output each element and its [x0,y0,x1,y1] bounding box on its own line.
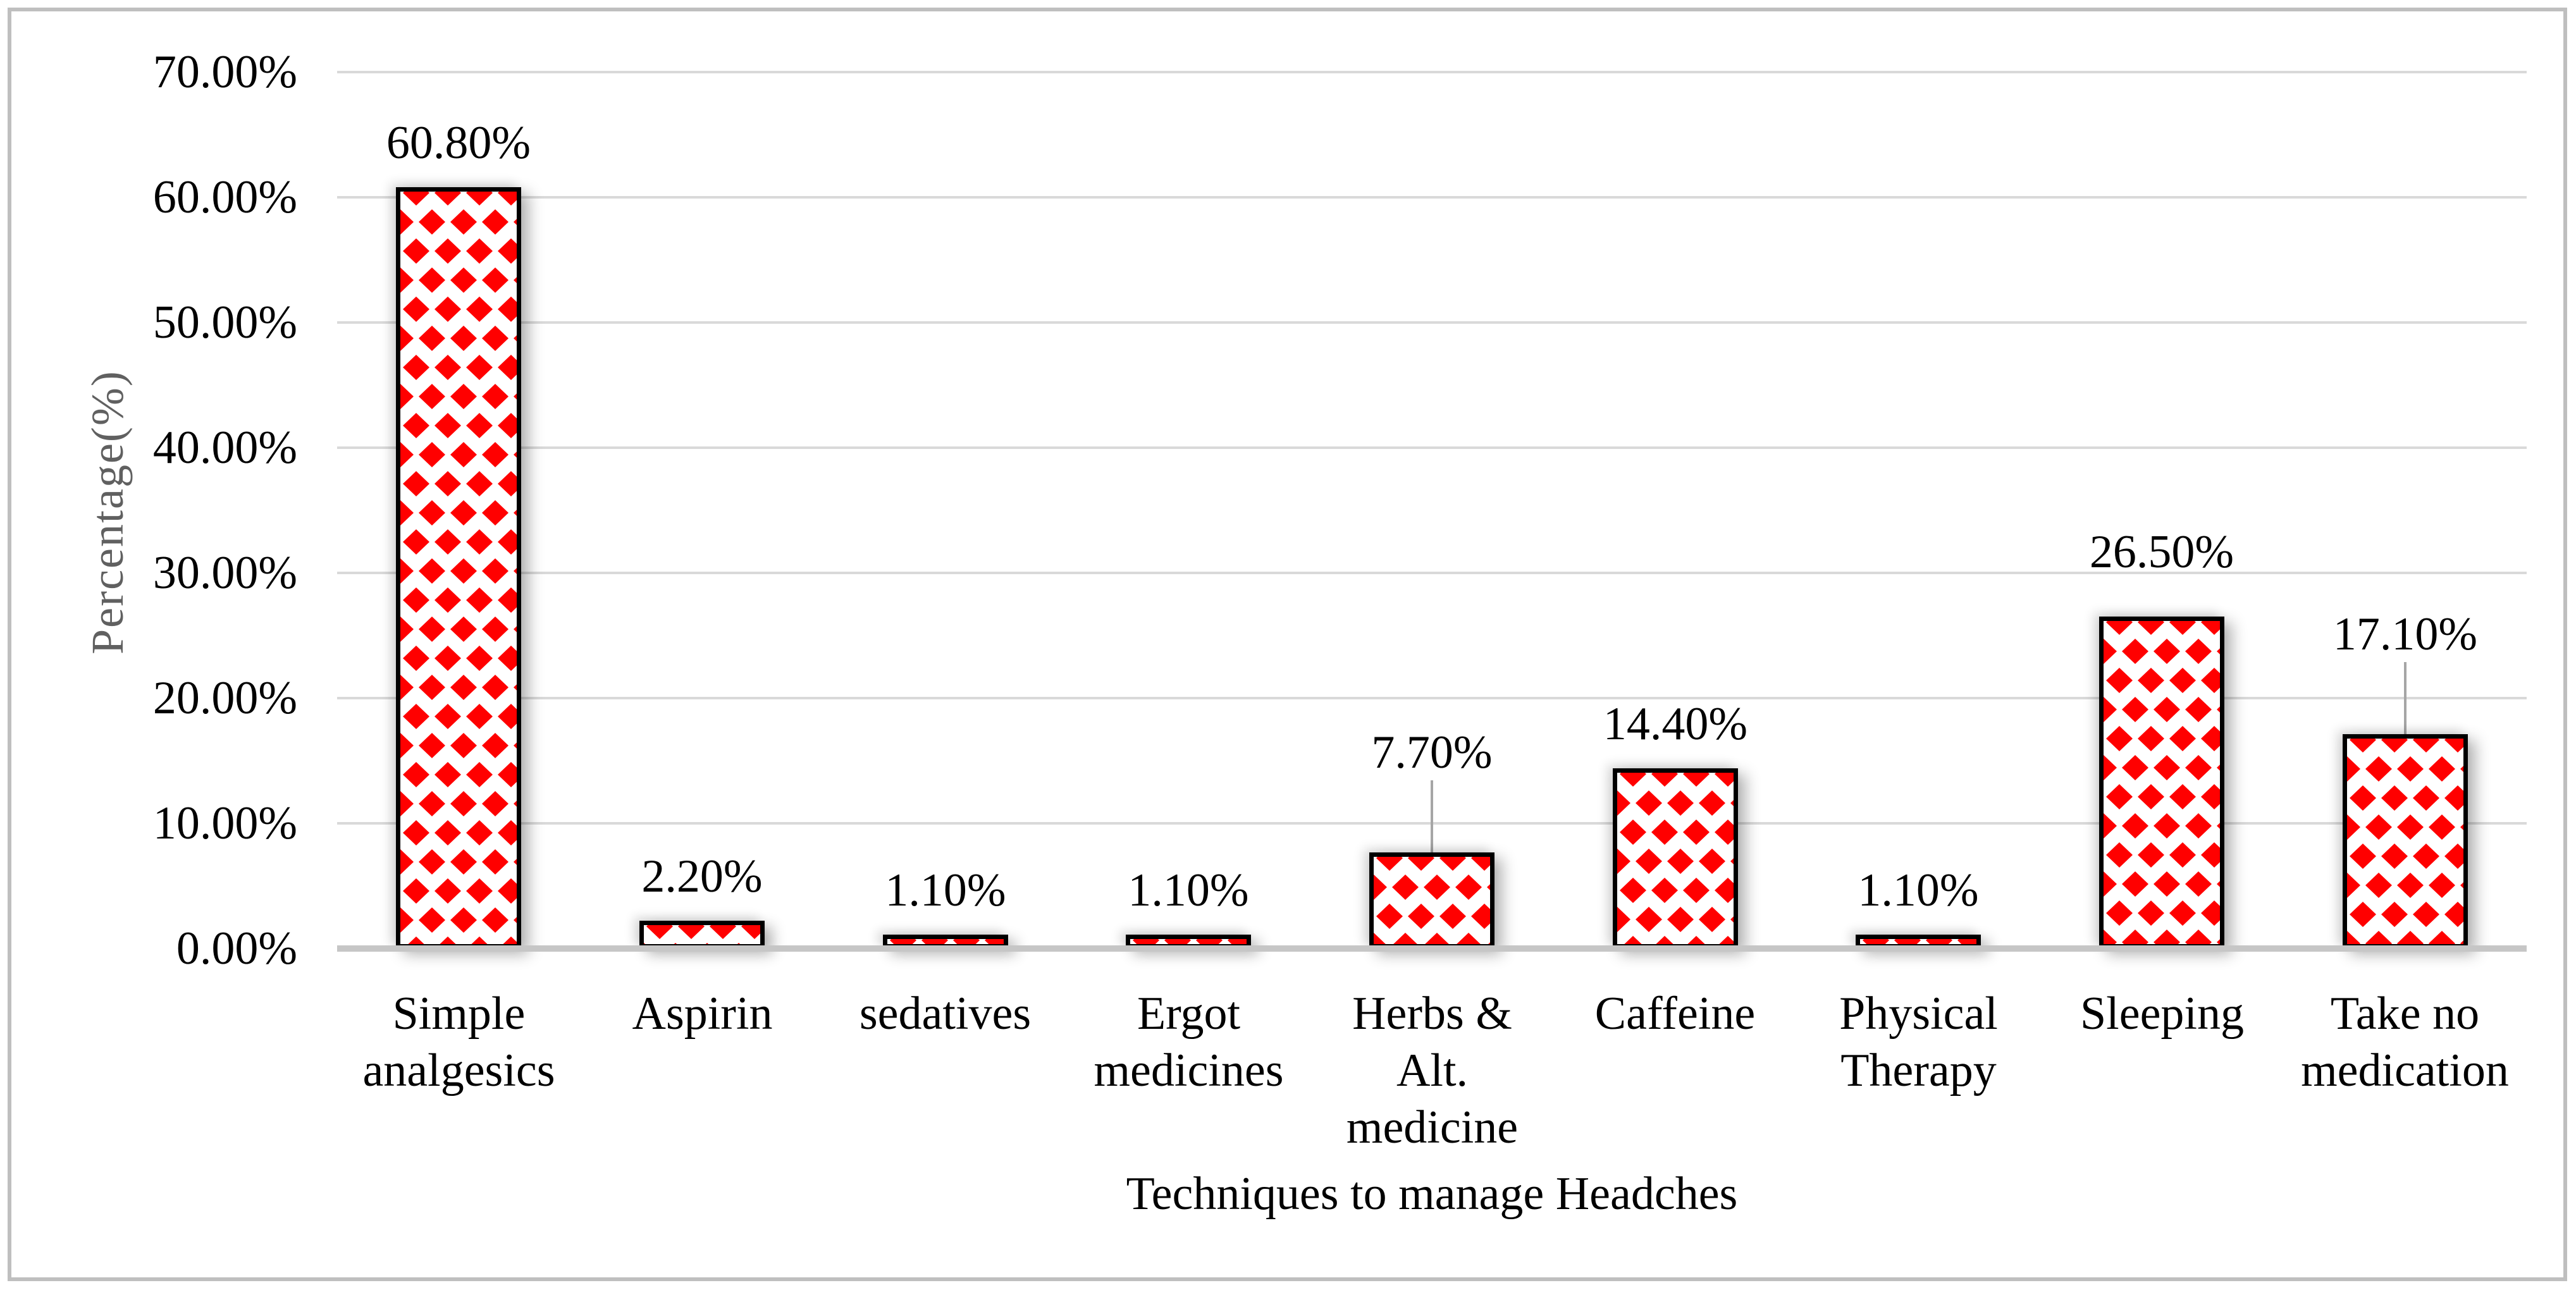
category-label-line: Alt. [1396,1045,1469,1096]
bar [396,187,521,949]
category-label-line: Caffeine [1594,988,1756,1040]
category-label-line: Sleeping [2080,988,2244,1040]
y-tick-label: 40.00% [152,422,297,474]
label-leader-line [1431,780,1433,852]
category-label: sedatives [823,985,1067,1042]
bar [1613,768,1738,949]
label-leader-line [2404,662,2407,734]
category-label-line: Therapy [1840,1045,1997,1096]
category-label: Simple analgesics [337,985,581,1099]
gridline [337,697,2527,699]
category-label: Caffeine [1553,985,1797,1042]
y-tick-label: 60.00% [152,171,297,223]
category-label-line: Ergot [1137,988,1241,1040]
gridline [337,446,2527,449]
y-tick-label: 20.00% [152,672,297,724]
bar [2343,734,2468,949]
bar-data-label: 2.20% [641,851,763,902]
bar [2099,617,2224,949]
bar [1369,852,1494,949]
category-label-line: Herbs & [1352,988,1512,1040]
category-label-line: analgesics [362,1045,555,1096]
bar-pattern-fill [400,192,517,944]
bar-pattern-fill [1860,939,1976,944]
y-tick-label: 70.00% [152,46,297,98]
gridline [337,572,2527,574]
category-label-line: Aspirin [632,988,773,1040]
y-tick-label: 0.00% [176,923,297,974]
bar-pattern-fill [2347,739,2463,944]
bar-data-label: 1.10% [1128,864,1249,916]
bar-pattern-fill [1130,939,1247,944]
category-label-line: sedatives [859,988,1032,1040]
category-label: Sleeping [2040,985,2284,1042]
category-label-line: Take no [2330,988,2480,1040]
bar-data-label: 1.10% [885,864,1006,916]
y-tick-label: 30.00% [152,547,297,599]
category-label-line: medicine [1346,1102,1519,1153]
bar-pattern-fill [1374,857,1490,944]
category-label-line: Physical [1839,988,1998,1040]
category-label-line: medication [2301,1045,2509,1096]
category-label: Aspirin [581,985,824,1042]
bar-data-label: 60.80% [386,117,531,169]
bar-pattern-fill [1617,773,1734,944]
bar-data-label: 17.10% [2333,608,2478,660]
category-label: Take no medication [2283,985,2527,1099]
bar-pattern-fill [2104,621,2220,944]
category-label: Herbs & Alt. medicine [1310,985,1554,1156]
y-tick-label: 50.00% [152,297,297,348]
gridline [337,196,2527,199]
bar [639,921,765,949]
y-axis-title: Percentage(%) [82,370,133,654]
gridline [337,71,2527,73]
bar-data-label: 14.40% [1603,698,1748,750]
x-axis-line [337,945,2527,952]
bar-data-label: 1.10% [1858,864,1979,916]
gridline [337,321,2527,324]
bar-data-label: 7.70% [1371,727,1493,778]
category-label-line: Simple [392,988,526,1040]
category-label: Ergot medicines [1067,985,1310,1099]
y-tick-label: 10.00% [152,797,297,849]
category-label: Physical Therapy [1797,985,2040,1099]
bar-pattern-fill [644,925,760,944]
bar-pattern-fill [887,939,1004,944]
x-axis-title: Techniques to manage Headches [1126,1168,1738,1220]
bar-data-label: 26.50% [2089,526,2234,578]
category-label-line: medicines [1094,1045,1284,1096]
